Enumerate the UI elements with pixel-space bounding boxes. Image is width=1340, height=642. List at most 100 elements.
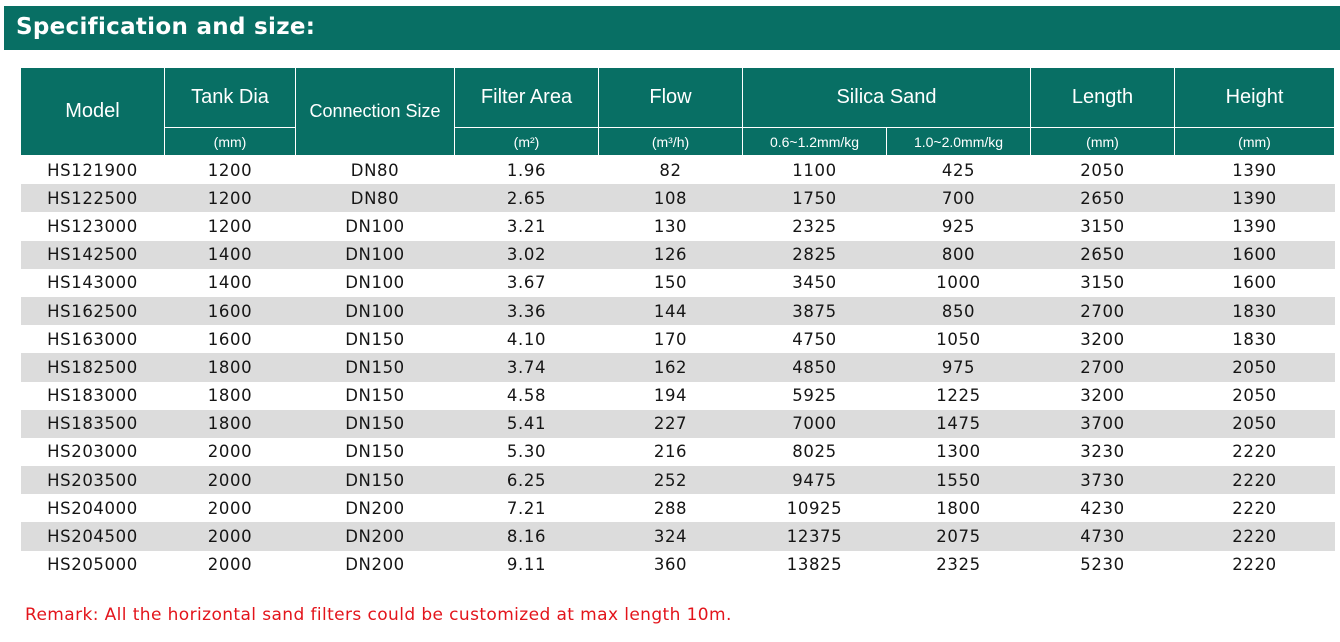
cell-filter-area: 3.67 (454, 268, 599, 297)
cell-sand-a: 4750 (742, 325, 887, 354)
cell-filter-area: 3.02 (454, 240, 599, 269)
cell-height: 2050 (1174, 353, 1335, 382)
cell-model: HS182500 (20, 353, 165, 382)
cell-length: 3230 (1030, 437, 1175, 467)
cell-flow: 252 (598, 466, 743, 495)
header-length: Length (1030, 67, 1175, 128)
cell-length: 3700 (1030, 409, 1175, 438)
cell-length: 3150 (1030, 212, 1175, 241)
cell-tank-dia: 1600 (164, 296, 296, 326)
cell-tank-dia: 1400 (164, 268, 296, 297)
header-tank-dia: Tank Dia (164, 67, 296, 128)
cell-flow: 288 (598, 494, 743, 523)
cell-connection-size: DN200 (295, 550, 455, 579)
table-row: HS143000 1400 DN100 3.67 150 3450 1000 3150 1600 (20, 268, 1335, 297)
cell-height: 2220 (1174, 522, 1335, 551)
cell-sand-a: 12375 (742, 522, 887, 551)
table-body: HS121900 1200 DN80 1.96 82 1100 425 2050 1390 HS1… (20, 155, 1335, 579)
remark-text: Remark: All the horizontal sand filters … (25, 605, 732, 625)
cell-connection-size: DN200 (295, 522, 455, 551)
table-row: HS204000 2000 DN200 7.21 288 10925 1800 4230 222… (20, 494, 1335, 523)
cell-sand-b: 1225 (886, 381, 1031, 410)
cell-flow: 82 (598, 155, 743, 185)
cell-length: 2700 (1030, 296, 1175, 326)
cell-height: 2220 (1174, 437, 1335, 467)
cell-length: 2700 (1030, 353, 1175, 382)
cell-model: HS142500 (20, 240, 165, 269)
cell-connection-size: DN80 (295, 184, 455, 213)
header-sand-b: 1.0~2.0mm/kg (886, 127, 1031, 156)
cell-sand-b: 1050 (886, 325, 1031, 354)
cell-sand-a: 9475 (742, 466, 887, 495)
cell-sand-b: 925 (886, 212, 1031, 241)
cell-flow: 227 (598, 409, 743, 438)
table-row: HS182500 1800 DN150 3.74 162 4850 975 2700 2050 (20, 353, 1335, 382)
cell-tank-dia: 2000 (164, 494, 296, 523)
table-row: HS203000 2000 DN150 5.30 216 8025 1300 3230 2220 (20, 437, 1335, 467)
table-row: HS142500 1400 DN100 3.02 126 2825 800 2650 1600 (20, 240, 1335, 269)
table-row: HS204500 2000 DN200 8.16 324 12375 2075 4730 222… (20, 522, 1335, 551)
header-model: Model (20, 67, 165, 156)
cell-model: HS121900 (20, 155, 165, 185)
cell-connection-size: DN100 (295, 212, 455, 241)
cell-height: 1830 (1174, 325, 1335, 354)
cell-connection-size: DN100 (295, 296, 455, 326)
cell-height: 1390 (1174, 212, 1335, 241)
cell-connection-size: DN200 (295, 494, 455, 523)
cell-flow: 150 (598, 268, 743, 297)
cell-model: HS163000 (20, 325, 165, 354)
header-flow-unit: (m³/h) (598, 127, 743, 156)
cell-connection-size: DN150 (295, 437, 455, 467)
table-row: HS162500 1600 DN100 3.36 144 3875 850 2700 1830 (20, 296, 1335, 326)
cell-sand-a: 4850 (742, 353, 887, 382)
cell-sand-b: 1300 (886, 437, 1031, 467)
spec-table: Model Tank Dia Connection Size Filter Ar… (20, 67, 1335, 579)
cell-model: HS183000 (20, 381, 165, 410)
cell-flow: 324 (598, 522, 743, 551)
cell-filter-area: 5.41 (454, 409, 599, 438)
cell-height: 2220 (1174, 550, 1335, 579)
cell-filter-area: 5.30 (454, 437, 599, 467)
cell-sand-b: 425 (886, 155, 1031, 185)
cell-connection-size: DN150 (295, 409, 455, 438)
cell-model: HS205000 (20, 550, 165, 579)
cell-model: HS204000 (20, 494, 165, 523)
cell-filter-area: 3.74 (454, 353, 599, 382)
header-sand-a: 0.6~1.2mm/kg (742, 127, 887, 156)
cell-flow: 194 (598, 381, 743, 410)
cell-model: HS204500 (20, 522, 165, 551)
cell-length: 4230 (1030, 494, 1175, 523)
cell-height: 1600 (1174, 268, 1335, 297)
cell-filter-area: 8.16 (454, 522, 599, 551)
cell-sand-b: 1550 (886, 466, 1031, 495)
cell-length: 3730 (1030, 466, 1175, 495)
header-flow: Flow (598, 67, 743, 128)
cell-connection-size: DN80 (295, 155, 455, 185)
header-tank-dia-unit: (mm) (164, 127, 296, 156)
cell-tank-dia: 1800 (164, 353, 296, 382)
cell-filter-area: 4.58 (454, 381, 599, 410)
cell-tank-dia: 1600 (164, 325, 296, 354)
cell-filter-area: 3.36 (454, 296, 599, 326)
cell-length: 4730 (1030, 522, 1175, 551)
cell-model: HS203000 (20, 437, 165, 467)
cell-height: 2220 (1174, 494, 1335, 523)
header-length-unit: (mm) (1030, 127, 1175, 156)
cell-tank-dia: 1200 (164, 155, 296, 185)
cell-flow: 130 (598, 212, 743, 241)
cell-tank-dia: 1200 (164, 184, 296, 213)
cell-filter-area: 7.21 (454, 494, 599, 523)
cell-sand-a: 13825 (742, 550, 887, 579)
cell-connection-size: DN100 (295, 240, 455, 269)
cell-tank-dia: 2000 (164, 522, 296, 551)
cell-sand-a: 5925 (742, 381, 887, 410)
cell-sand-a: 2825 (742, 240, 887, 269)
cell-height: 1390 (1174, 155, 1335, 185)
table-row: HS163000 1600 DN150 4.10 170 4750 1050 3200 1830 (20, 325, 1335, 354)
cell-height: 1830 (1174, 296, 1335, 326)
cell-filter-area: 3.21 (454, 212, 599, 241)
cell-sand-b: 1000 (886, 268, 1031, 297)
cell-length: 3200 (1030, 381, 1175, 410)
cell-connection-size: DN150 (295, 466, 455, 495)
cell-sand-b: 2075 (886, 522, 1031, 551)
